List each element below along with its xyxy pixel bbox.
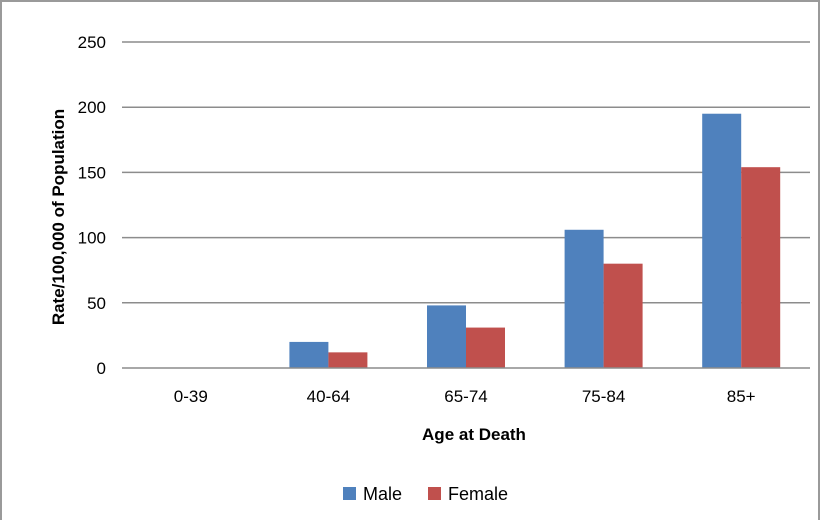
bar-male: [702, 113, 742, 368]
x-tick-label: 65-74: [444, 387, 487, 406]
y-axis-ticks: 0 50 100 150 200 250: [78, 33, 106, 378]
x-axis-title: Age at Death: [422, 425, 526, 444]
legend-swatch-male: [343, 487, 356, 500]
x-axis-ticks: 0-39 40-64 65-74 75-84 85+: [174, 387, 756, 406]
bars: [289, 113, 781, 368]
gridlines: [122, 41, 810, 304]
y-tick-label: 200: [78, 98, 106, 117]
x-tick-label: 40-64: [307, 387, 350, 406]
y-tick-label: 0: [97, 359, 106, 378]
bar-female: [741, 167, 781, 368]
legend-label-female: Female: [448, 484, 508, 504]
bar-female: [603, 263, 643, 368]
bar-male: [564, 229, 604, 368]
bar-male: [289, 341, 329, 368]
y-tick-label: 250: [78, 33, 106, 52]
y-axis-title: Rate/100,000 of Population: [49, 109, 68, 325]
x-tick-label: 0-39: [174, 387, 208, 406]
x-tick-label: 75-84: [582, 387, 625, 406]
bar-male: [427, 305, 466, 368]
bar-female: [328, 352, 368, 368]
legend: Male Female: [343, 484, 508, 504]
x-tick-label: 85+: [727, 387, 756, 406]
y-tick-label: 50: [87, 294, 106, 313]
legend-swatch-female: [428, 487, 441, 500]
legend-label-male: Male: [363, 484, 402, 504]
y-tick-label: 100: [78, 229, 106, 248]
y-tick-label: 150: [78, 163, 106, 182]
bar-female: [466, 327, 505, 368]
